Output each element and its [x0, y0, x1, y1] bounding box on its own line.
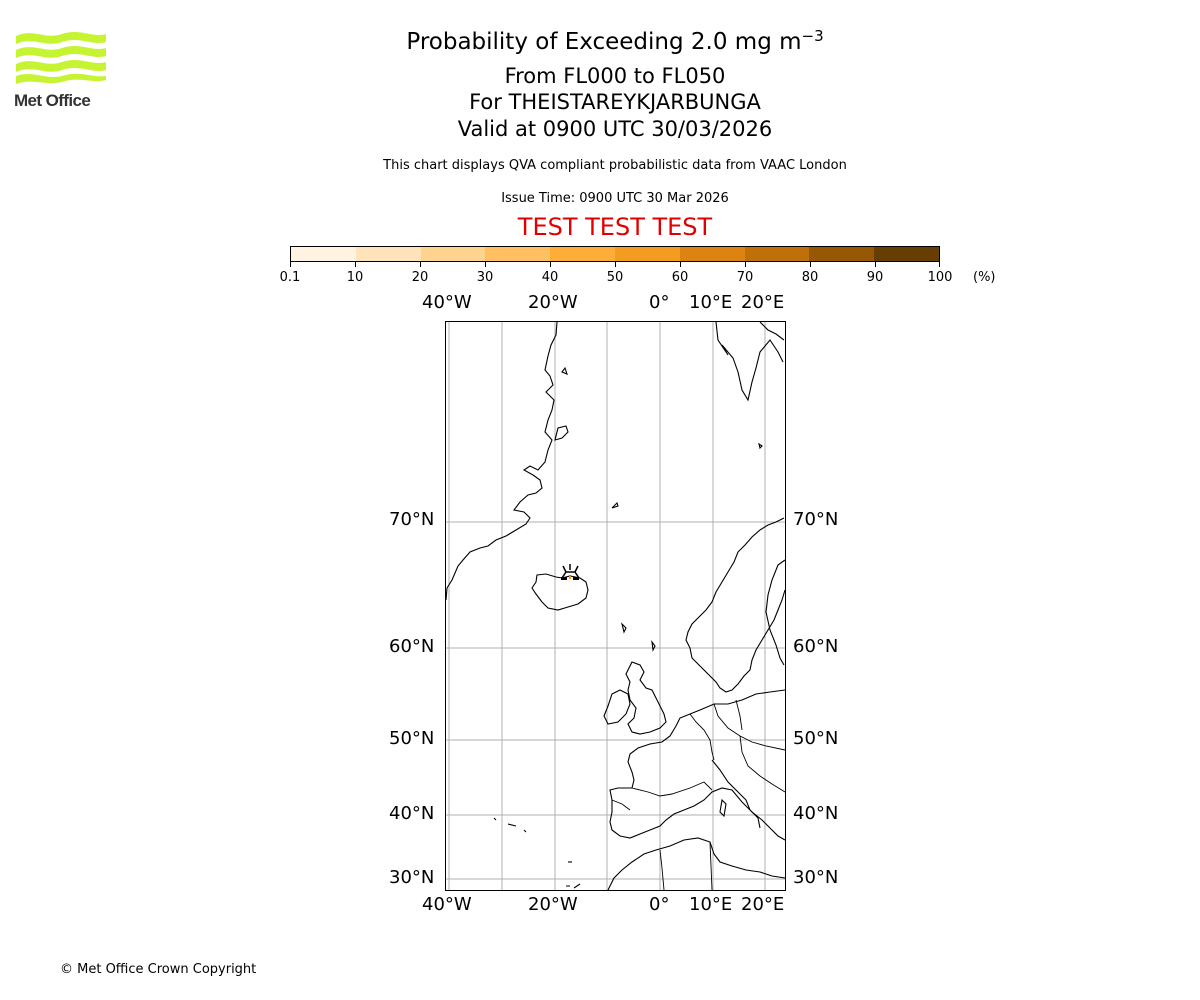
left-lat-label: 50°N — [389, 728, 435, 749]
left-lat-label: 70°N — [389, 509, 435, 530]
title-main: Probability of Exceeding 2.0 mg m — [406, 29, 802, 55]
colorbar-tick-label: 10 — [346, 270, 364, 285]
colorbar-tick — [420, 262, 421, 267]
colorbar-tick-label: 80 — [801, 270, 819, 285]
colorbar-segment — [744, 247, 810, 261]
title-superscript: −3 — [801, 27, 824, 45]
colorbar-tick-label: 60 — [671, 270, 689, 285]
country-borders — [611, 699, 786, 891]
colorbar-tick — [875, 262, 876, 267]
issue-time: Issue Time: 0900 UTC 30 Mar 2026 — [501, 191, 729, 206]
bottom-lon-label: 0° — [649, 894, 670, 915]
colorbar-segment — [485, 247, 551, 261]
colorbar-tick — [939, 262, 940, 267]
top-lon-label: 20°E — [741, 292, 785, 313]
right-lat-label: 30°N — [793, 867, 839, 888]
colorbar-tick — [745, 262, 746, 267]
chart-description: This chart displays QVA compliant probab… — [383, 158, 847, 173]
colorbar-tick-label: 50 — [606, 270, 624, 285]
colorbar-tick-label: 20 — [411, 270, 429, 285]
valid-time: Valid at 0900 UTC 30/03/2026 — [457, 117, 773, 141]
map-frame — [445, 321, 786, 891]
colorbar-segment — [874, 247, 939, 261]
colorbar-tick-label: 70 — [736, 270, 754, 285]
colorbar-segment — [550, 247, 615, 261]
met-office-logo: Met Office — [14, 30, 108, 112]
colorbar-tick-label: 0.1 — [279, 270, 301, 285]
colorbar-tick-label: 40 — [541, 270, 559, 285]
left-lat-label: 30°N — [389, 867, 435, 888]
colorbar-tick-label: 100 — [927, 270, 953, 285]
top-lon-label: 40°W — [422, 292, 472, 313]
colorbar-tick — [810, 262, 811, 267]
colorbar-segment — [809, 247, 875, 261]
bottom-lon-label: 20°E — [741, 894, 785, 915]
bottom-lon-label: 10°E — [689, 894, 733, 915]
colorbar-tick — [485, 262, 486, 267]
colorbar-tick — [615, 262, 616, 267]
colorbar — [290, 246, 940, 262]
copyright: © Met Office Crown Copyright — [60, 962, 257, 977]
left-lat-label: 60°N — [389, 636, 435, 657]
coastlines — [445, 321, 786, 891]
logo-text: Met Office — [14, 91, 91, 110]
left-lat-label: 40°N — [389, 803, 435, 824]
test-banner: TEST TEST TEST — [517, 213, 713, 241]
bottom-lon-label: 20°W — [528, 894, 578, 915]
right-lat-label: 40°N — [793, 803, 839, 824]
colorbar-tick — [290, 262, 291, 267]
colorbar-segment — [355, 247, 421, 261]
chart-title: Probability of Exceeding 2.0 mg m−3 — [0, 27, 1200, 57]
colorbar-segment — [679, 247, 745, 261]
volcano-marker-icon — [561, 564, 580, 580]
level-range: From FL000 to FL050 — [504, 64, 726, 88]
colorbar-tick — [355, 262, 356, 267]
top-lon-label: 0° — [649, 292, 670, 313]
top-lon-label: 20°W — [528, 292, 578, 313]
colorbar-segment — [291, 247, 356, 261]
colorbar-segment — [420, 247, 486, 261]
right-lat-label: 50°N — [793, 728, 839, 749]
colorbar-segment — [614, 247, 680, 261]
top-lon-label: 10°E — [689, 292, 733, 313]
colorbar-tick-label: 30 — [476, 270, 494, 285]
bottom-lon-label: 40°W — [422, 894, 472, 915]
colorbar-tick — [550, 262, 551, 267]
right-lat-label: 60°N — [793, 636, 839, 657]
colorbar-tick — [680, 262, 681, 267]
gridlines — [445, 321, 785, 890]
right-lat-label: 70°N — [793, 509, 839, 530]
colorbar-tick-label: 90 — [866, 270, 884, 285]
volcano-name: For THEISTAREYKJARBUNGA — [469, 90, 761, 114]
colorbar-unit: (%) — [973, 270, 996, 285]
met-office-waves-icon — [16, 32, 106, 84]
